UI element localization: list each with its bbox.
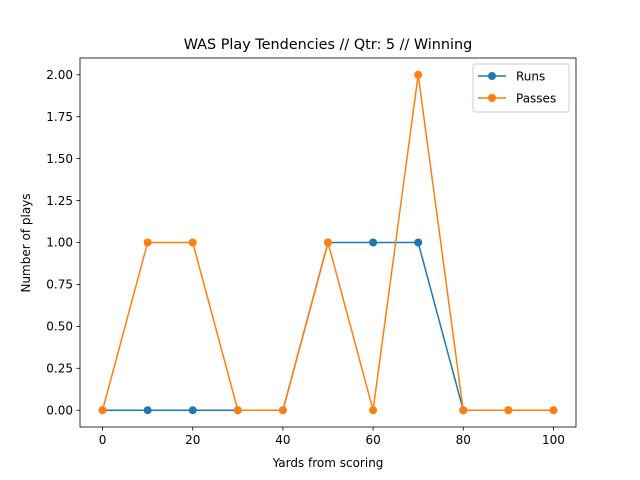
y-tick-label: 1.50 [46,152,73,166]
data-point [143,406,152,415]
data-point [549,406,558,415]
data-point [369,238,378,247]
series-line [102,241,554,411]
series-passes [98,70,558,415]
x-tick-label: 40 [275,433,290,447]
x-tick-label: 60 [365,433,380,447]
legend-label: Passes [516,91,556,105]
y-tick-label: 0.00 [46,403,73,417]
legend-item: Runs [478,69,545,83]
axis-ticks: 0 20 40 60 80 100 0.00 0.25 0.50 0.75 1.00 1.25 1.50… [46,68,565,447]
legend-marker [488,94,496,102]
data-point [143,238,152,247]
x-tick-label: 20 [185,433,200,447]
data-point [414,70,423,79]
y-tick-label: 1.75 [46,110,73,124]
data-point [233,406,242,415]
data-point [188,406,197,415]
data-point [369,406,378,415]
chart-title: WAS Play Tendencies // Qtr: 5 // Winning [184,37,473,53]
data-point [98,406,107,415]
y-tick-label: 0.50 [46,320,73,334]
data-point [504,406,513,415]
legend-marker [488,72,496,80]
legend: Runs Passes [472,63,570,113]
data-point [278,406,287,415]
x-tick-label: 80 [456,433,471,447]
data-point [459,406,468,415]
y-tick-label: 0.25 [46,361,73,375]
plot-area [98,70,558,415]
series-runs [98,238,558,415]
y-tick-label: 1.25 [46,194,73,208]
legend-item: Passes [478,91,556,105]
x-axis-label: Yards from scoring [272,456,384,470]
legend-label: Runs [516,69,545,83]
data-point [324,238,332,247]
y-tick-label: 2.00 [46,68,73,82]
y-tick-label: 1.00 [46,236,73,250]
x-tick-label: 0 [99,433,107,447]
x-tick-label: 100 [542,433,565,447]
data-point [188,238,197,247]
y-axis-label: Number of plays [19,193,33,292]
y-tick-label: 0.75 [46,278,73,292]
data-point [414,238,423,247]
